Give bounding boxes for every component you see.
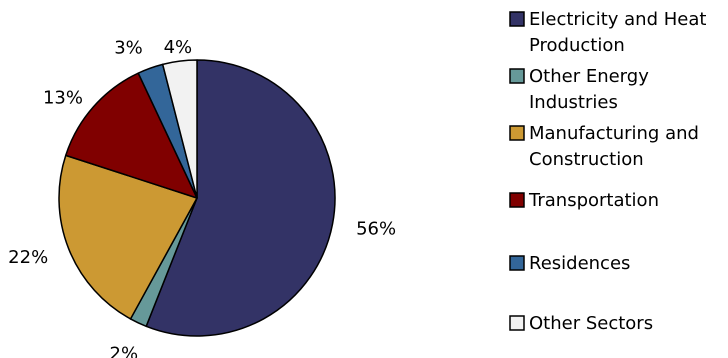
label-transportation: 13% (43, 88, 83, 109)
legend-swatch-transportation (509, 192, 525, 208)
legend-label-manufacturing-construction: Construction (529, 149, 644, 170)
slice-other-sectors (161, 59, 198, 199)
legend: Electricity and Heat Production Other Ener… (509, 9, 706, 334)
legend-label-manufacturing-construction: Manufacturing and (529, 123, 699, 144)
legend-swatch-manufacturing-construction (509, 125, 525, 141)
legend-label-electricity-heat: Electricity and Heat (529, 9, 706, 30)
legend-swatch-other-sectors (509, 315, 525, 331)
legend-swatch-residences (509, 255, 525, 271)
label-electricity-heat: 56% (356, 218, 396, 239)
legend-item-electricity-heat: Electricity and Heat Production (509, 9, 706, 56)
legend-item-residences: Residences (509, 253, 630, 274)
legend-item-other-sectors: Other Sectors (509, 313, 653, 334)
legend-label-other-sectors: Other Sectors (529, 313, 653, 334)
legend-label-electricity-heat: Production (529, 35, 625, 56)
slice-electricity-heat (145, 59, 336, 337)
label-other-sectors: 4% (164, 37, 193, 58)
legend-label-transportation: Transportation (528, 190, 659, 211)
percentage-labels: 56% 2% 22% 13% 3% 4% (8, 37, 396, 358)
legend-swatch-other-energy (509, 68, 525, 84)
legend-label-other-energy: Industries (529, 92, 618, 113)
legend-swatch-electricity-heat (509, 11, 525, 27)
pie-slices (58, 59, 336, 337)
label-residences: 3% (114, 38, 143, 59)
slice-manufacturing-construction (58, 154, 198, 320)
legend-item-other-energy: Other Energy Industries (509, 66, 649, 113)
label-other-energy: 2% (110, 344, 139, 358)
legend-item-manufacturing-construction: Manufacturing and Construction (509, 123, 699, 170)
legend-item-transportation: Transportation (509, 190, 659, 211)
legend-label-other-energy: Other Energy (529, 66, 649, 87)
legend-label-residences: Residences (529, 253, 630, 274)
label-manufacturing-construction: 22% (8, 247, 48, 268)
slice-transportation (65, 72, 198, 199)
